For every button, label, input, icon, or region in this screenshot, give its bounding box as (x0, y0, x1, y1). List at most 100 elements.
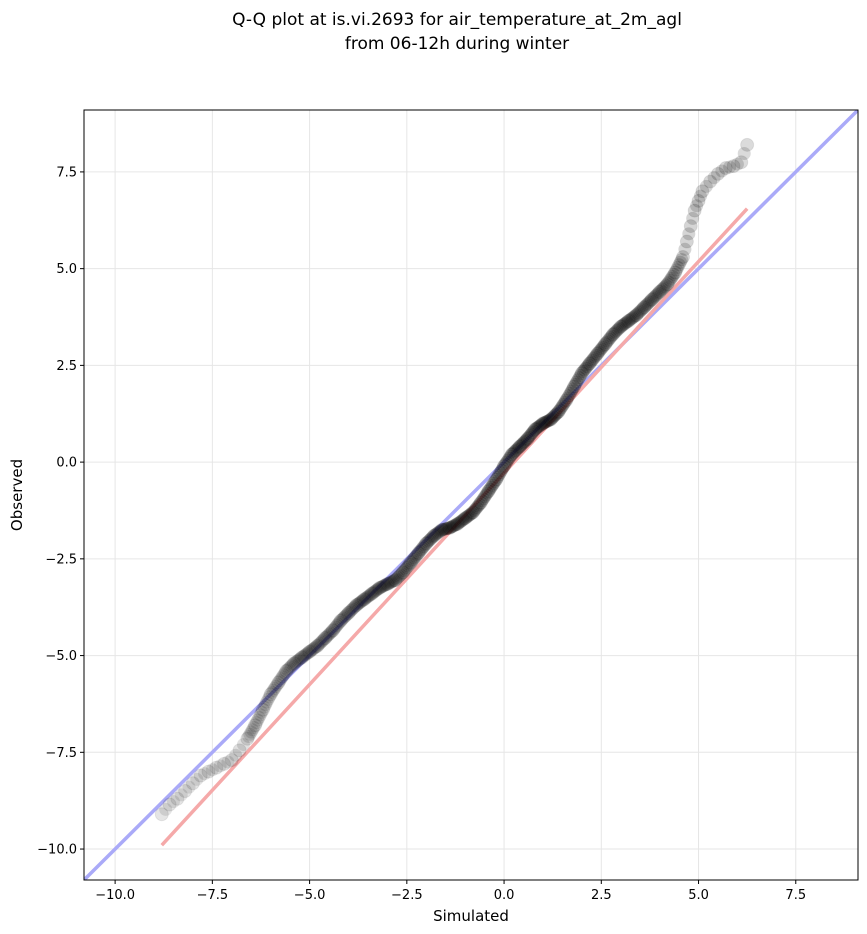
quantile-point (672, 258, 686, 272)
quantile-point (384, 575, 398, 589)
quantile-point (488, 474, 502, 488)
quantile-point (352, 596, 366, 610)
axis-ticks: −10.0 −7.5 −5.0 −2.5 0.0 2.5 5.0 7.5 −10.0 −7.5 −5… (37, 165, 806, 903)
quantile-point (432, 525, 446, 539)
quantile-point (370, 583, 384, 597)
quantile-point (593, 344, 607, 358)
x-tick-label: 7.5 (785, 888, 806, 903)
quantile-point (726, 159, 741, 174)
quantile-point (498, 457, 512, 471)
quantile-point (532, 419, 546, 433)
quantile-point (252, 710, 266, 724)
quantile-point (244, 725, 258, 739)
quantile-point (314, 635, 328, 649)
quantile-point (288, 655, 302, 669)
x-tick-label: 0.0 (494, 888, 515, 903)
quantile-point (631, 307, 645, 321)
quantile-point (316, 634, 330, 648)
quantile-point (659, 278, 673, 292)
quantile-point (243, 727, 257, 741)
quantile-point (612, 321, 626, 335)
quantile-point (625, 311, 639, 325)
x-axis-label: Simulated (433, 907, 509, 925)
quantile-point (603, 331, 617, 345)
quantile-point (651, 286, 665, 300)
quantile-point (332, 615, 346, 629)
quantile-point (190, 772, 204, 786)
quantile-point (336, 611, 350, 625)
quantile-point (710, 166, 725, 181)
quantile-point (682, 227, 696, 241)
quantile-point (528, 422, 543, 437)
quantile-point (690, 199, 704, 213)
quantile-point (410, 548, 424, 562)
quantile-point (213, 759, 227, 773)
quantile-point (589, 348, 603, 362)
chart-title-line-2: from 06-12h during winter (345, 34, 569, 54)
quantile-point (162, 797, 177, 812)
y-tick-label: −5.0 (45, 649, 77, 664)
quantile-point (262, 690, 276, 704)
quantile-point (357, 592, 372, 607)
quantile-point (537, 416, 551, 430)
quantile-point (413, 544, 427, 558)
quantile-point (570, 375, 584, 389)
quantile-point (588, 350, 602, 364)
quantile-point (325, 623, 340, 638)
quantile-point (257, 700, 271, 714)
quantile-point (584, 355, 598, 369)
quantile-point (515, 437, 529, 451)
quantile-point (641, 296, 655, 310)
quantile-point (253, 708, 267, 722)
quantile-point (205, 763, 219, 777)
quantile-point (695, 184, 710, 199)
quantile-point (356, 593, 370, 607)
quantile-point (379, 578, 393, 592)
quantile-point (361, 590, 375, 604)
quantile-point (340, 607, 354, 621)
quantile-point (422, 534, 436, 548)
quantile-point (640, 298, 654, 312)
quantile-point (440, 522, 454, 536)
quantile-point (649, 289, 663, 303)
quantile-point (300, 647, 314, 661)
quantile-point (325, 625, 339, 639)
quantile-point (497, 458, 512, 473)
quantile-point (409, 549, 423, 563)
quantile-point (372, 580, 387, 595)
quantile-point (321, 629, 335, 643)
quantile-point (392, 569, 406, 583)
quantile-point (646, 291, 660, 305)
quantile-point (509, 444, 523, 458)
quantile-point (605, 327, 620, 342)
quantile-point (551, 404, 566, 419)
quantile-point (669, 263, 683, 277)
quantile-point (294, 650, 309, 665)
quantile-point (434, 524, 448, 538)
quantile-point (555, 399, 569, 413)
quantile-point (299, 648, 313, 662)
quantile-point (265, 685, 279, 699)
quantile-point (730, 157, 744, 171)
quantile-point (400, 561, 414, 575)
quantile-point (549, 407, 563, 421)
quantile-point (740, 137, 755, 152)
quantile-point (301, 646, 315, 660)
quantile-point (723, 160, 737, 174)
quantile-point (567, 379, 582, 394)
x-tick-label: −2.5 (391, 888, 423, 903)
quantile-point (279, 664, 294, 679)
quantile-point (362, 589, 376, 603)
quantile-point (450, 517, 465, 532)
quantile-point (592, 345, 606, 359)
quantile-point (618, 317, 632, 331)
quantile-point (535, 416, 550, 431)
quantile-point (452, 516, 466, 530)
quantile-point (341, 606, 356, 621)
quantile-point (476, 492, 490, 506)
quantile-point (454, 514, 468, 528)
quantile-point (255, 702, 270, 717)
x-tick-label: −10.0 (95, 888, 135, 903)
quantile-point (201, 764, 216, 779)
quantile-point (209, 760, 224, 775)
